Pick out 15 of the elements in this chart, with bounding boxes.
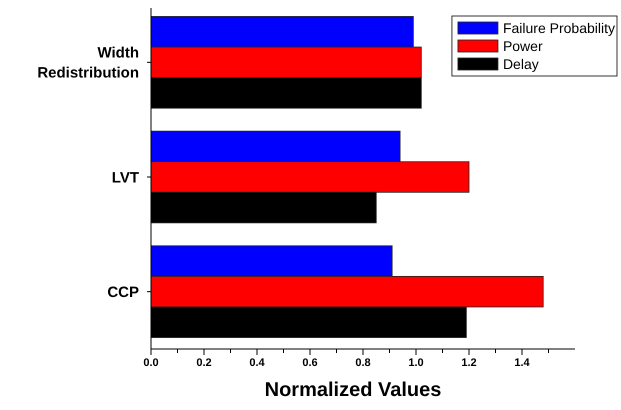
legend-label: Delay <box>502 56 539 72</box>
x-tick-label: 1.4 <box>514 356 531 369</box>
legend-label: Failure Probability <box>502 20 615 36</box>
x-tick-label: 0.4 <box>249 356 266 369</box>
y-tick-label: LVT <box>112 169 139 186</box>
x-tick-label: 1.2 <box>461 356 477 369</box>
x-tick-label: 0.6 <box>302 356 318 369</box>
x-tick-label: 0.8 <box>355 356 371 369</box>
x-tick-label: 0.2 <box>196 356 212 369</box>
y-tick-label: Width Redistribution <box>37 44 139 82</box>
y-tick-label: CCP <box>107 284 139 301</box>
x-tick-label: 1.0 <box>408 356 424 369</box>
x-axis-title: Normalized Values <box>264 379 442 401</box>
legend-label: Power <box>502 38 543 54</box>
x-tick-label: 0.0 <box>143 356 159 369</box>
